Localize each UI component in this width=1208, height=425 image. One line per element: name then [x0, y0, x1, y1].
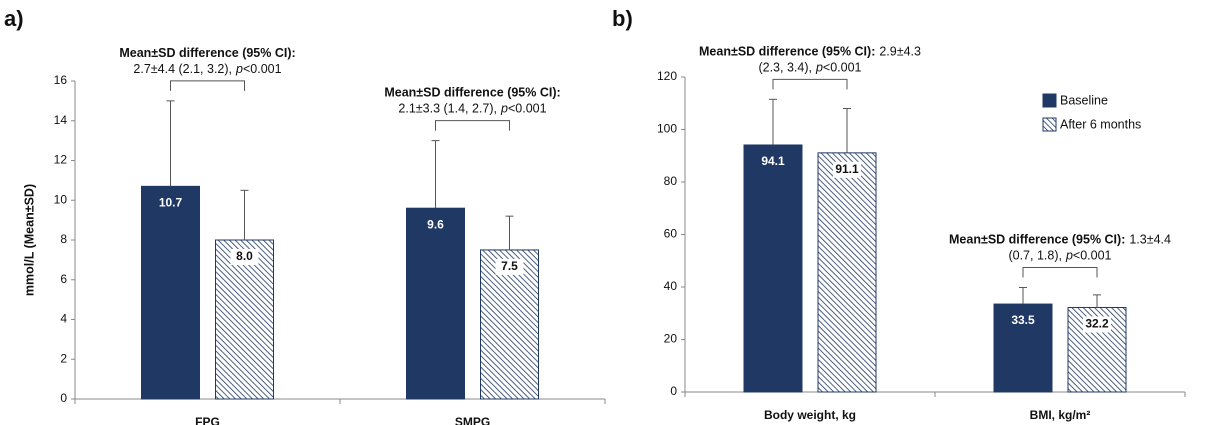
annotation-value: 2.7±4.4 (2.1, 3.2), — [133, 62, 232, 76]
annotation-line: 2.7±4.4 (2.1, 3.2), p<0.001 — [133, 62, 281, 76]
value-label: 7.5 — [501, 259, 518, 273]
y-axis-label: mmol/L (Mean±SD) — [22, 184, 36, 296]
y-tick-label: 6 — [60, 272, 67, 286]
annotation-heading: Mean±SD difference (95% CI): — [119, 46, 295, 60]
y-tick-label: 16 — [54, 73, 68, 87]
y-tick-label: 40 — [664, 279, 678, 293]
annotation-value: (0.7, 1.8), — [1008, 249, 1062, 263]
bracket — [435, 120, 510, 131]
y-tick-label: 0 — [670, 384, 677, 398]
value-label: 91.1 — [835, 162, 859, 176]
annotation-p: p — [235, 62, 243, 76]
bar — [141, 185, 200, 400]
y-tick-label: 4 — [60, 312, 67, 326]
y-tick-label: 12 — [54, 153, 68, 167]
annotation-p: p — [1065, 249, 1073, 263]
bracket — [772, 78, 848, 90]
legend-swatch — [1042, 117, 1057, 132]
label-bg — [833, 161, 861, 178]
bar — [817, 152, 877, 393]
y-tick-label: 14 — [54, 113, 68, 127]
annotation-heading: Mean±SD difference (95% CI): — [384, 86, 560, 100]
x-tick-label: SMPG — [455, 415, 490, 425]
bar — [215, 239, 274, 400]
y-tick-label: 100 — [657, 122, 677, 136]
annotation-value: 2.1±3.3 (1.4, 2.7), — [398, 102, 497, 116]
annotation-value: 2.9±4.3 — [879, 45, 921, 59]
y-tick-label: 20 — [664, 332, 678, 346]
annotation-p-value: <0.001 — [243, 62, 282, 76]
value-label: 94.1 — [761, 154, 785, 168]
value-label: 33.5 — [1011, 313, 1035, 327]
annotation-p-value: <0.001 — [823, 61, 862, 75]
label-bg — [230, 249, 259, 265]
panel-label: a) — [4, 6, 24, 31]
y-tick-label: 60 — [664, 227, 678, 241]
panel-label: b) — [612, 6, 633, 31]
y-tick-label: 2 — [60, 351, 67, 365]
label-bg — [495, 258, 524, 275]
annotation-line: 2.1±3.3 (1.4, 2.7), p<0.001 — [398, 102, 546, 116]
legend-label: After 6 months — [1060, 117, 1141, 131]
value-label: 9.6 — [427, 217, 444, 231]
annotation-line: Mean±SD difference (95% CI): 1.3±4.4 — [949, 233, 1171, 247]
annotation-p: p — [500, 102, 508, 116]
x-tick-label: BMI, kg/m² — [1030, 408, 1091, 422]
annotation-line: (0.7, 1.8), p<0.001 — [1008, 249, 1111, 263]
value-label: 8.0 — [236, 249, 253, 263]
annotation-line: Mean±SD difference (95% CI): 2.9±4.3 — [699, 45, 921, 59]
y-tick-label: 10 — [54, 192, 68, 206]
x-tick-label: FPG — [195, 415, 220, 425]
y-tick-label: 120 — [657, 69, 677, 83]
y-tick-label: 80 — [664, 174, 678, 188]
value-label: 32.2 — [1085, 317, 1109, 331]
annotation-line: Mean±SD difference (95% CI): — [384, 86, 560, 100]
y-tick-label: 0 — [60, 391, 67, 405]
legend-label: Baseline — [1060, 93, 1108, 107]
annotation-line: Mean±SD difference (95% CI): — [119, 46, 295, 60]
annotation-heading: Mean±SD difference (95% CI): — [699, 45, 875, 59]
annotation-value: 1.3±4.4 — [1129, 233, 1171, 247]
legend-swatch — [1042, 93, 1057, 108]
annotation-value: (2.3, 3.4), — [758, 61, 812, 75]
label-bg — [1083, 316, 1111, 333]
y-tick-label: 8 — [60, 232, 67, 246]
annotation-p: p — [815, 61, 823, 75]
bracket — [1022, 267, 1098, 278]
annotation-p-value: <0.001 — [1073, 249, 1112, 263]
bracket — [170, 80, 245, 91]
bar — [993, 303, 1053, 393]
bar — [406, 207, 465, 400]
value-label: 10.7 — [159, 196, 183, 210]
x-tick-label: Body weight, kg — [764, 408, 856, 422]
annotation-heading: Mean±SD difference (95% CI): — [949, 233, 1125, 247]
annotation-line: (2.3, 3.4), p<0.001 — [758, 61, 861, 75]
annotation-p-value: <0.001 — [508, 102, 547, 116]
bar — [743, 144, 803, 393]
